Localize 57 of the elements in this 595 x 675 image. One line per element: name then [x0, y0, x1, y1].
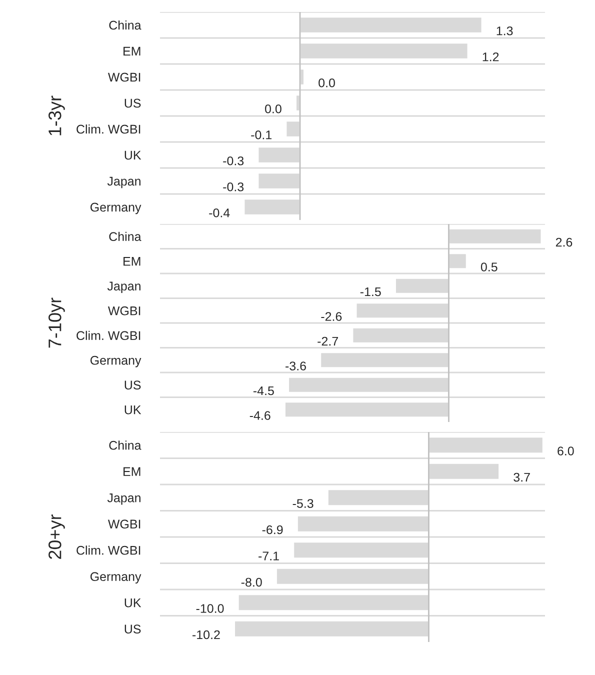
data-label: 0.0: [318, 78, 335, 88]
y-axis-title: 1-3yr: [48, 96, 65, 136]
y-tick-label: UK: [124, 406, 142, 414]
bar: [299, 16, 483, 34]
y-tick-label: UK: [124, 598, 142, 608]
data-label: -8.0: [241, 578, 262, 587]
data-label: -2.6: [321, 312, 342, 321]
data-label: 2.6: [556, 238, 572, 247]
data-label: -1.5: [360, 287, 381, 296]
data-label: -4.5: [253, 386, 274, 396]
data-label: -0.3: [223, 156, 244, 166]
data-label: -6.9: [262, 525, 283, 534]
bar: [257, 172, 301, 190]
y-tick-label: WGBI: [108, 520, 140, 529]
y-tick-label: US: [124, 380, 141, 390]
y-tick-label: US: [124, 98, 141, 108]
y-tick-label: EM: [124, 257, 140, 266]
y-axis-title: 7-10yr: [48, 298, 65, 348]
y-tick-label: Clim. WGBI: [76, 546, 140, 555]
y-tick-label: Japan: [107, 282, 140, 293]
data-label: -10.0: [196, 604, 224, 613]
bar: [299, 42, 469, 60]
y-tick-label: Germany: [90, 356, 142, 368]
y-tick-label: Japan: [107, 176, 140, 188]
y-tick-label: China: [109, 440, 142, 450]
data-label: -2.7: [318, 336, 338, 346]
data-label: -5.3: [292, 499, 314, 508]
y-tick-label: EM: [124, 46, 140, 56]
data-label: 6.0: [558, 446, 574, 456]
bar: [257, 146, 301, 164]
data-label: 0.5: [480, 262, 498, 272]
data-label: 0.0: [265, 104, 282, 114]
y-tick-label: UK: [124, 150, 142, 160]
y-tick-label: China: [109, 232, 142, 242]
y-tick-label: Clim. WGBI: [76, 124, 140, 134]
data-label: 3.7: [514, 472, 530, 482]
y-tick-label: WGBI: [108, 306, 140, 316]
data-label: -0.3: [223, 182, 244, 192]
y-tick-label: Germany: [90, 572, 142, 584]
data-label: -0.4: [209, 208, 230, 218]
y-axis-title: 20+yr: [48, 514, 65, 559]
data-label: -10.2: [192, 630, 220, 640]
y-tick-label: Germany: [90, 202, 142, 214]
data-label: -4.6: [250, 411, 270, 420]
data-label: -3.6: [286, 362, 306, 370]
y-tick-label: WGBI: [108, 72, 140, 82]
y-tick-label: EM: [124, 467, 140, 476]
y-tick-label: China: [109, 20, 142, 30]
bar: [285, 120, 301, 138]
y-tick-label: US: [124, 624, 141, 634]
data-label: -0.1: [251, 130, 272, 140]
y-tick-label: Japan: [107, 494, 140, 505]
data-label: 1.2: [482, 52, 499, 62]
bar: [243, 198, 301, 216]
data-label: -7.1: [258, 552, 279, 560]
y-tick-label: Clim. WGBI: [76, 330, 140, 340]
data-label: 1.3: [496, 26, 513, 36]
